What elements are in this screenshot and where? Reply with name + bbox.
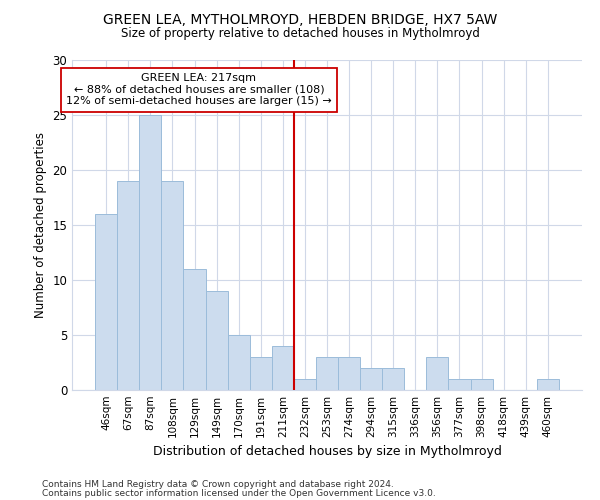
Text: GREEN LEA, MYTHOLMROYD, HEBDEN BRIDGE, HX7 5AW: GREEN LEA, MYTHOLMROYD, HEBDEN BRIDGE, H…: [103, 12, 497, 26]
Bar: [382, 368, 404, 390]
Bar: [161, 181, 184, 390]
Bar: [272, 346, 294, 390]
Bar: [448, 379, 470, 390]
Y-axis label: Number of detached properties: Number of detached properties: [34, 132, 47, 318]
Bar: [95, 214, 117, 390]
Bar: [537, 379, 559, 390]
Bar: [427, 357, 448, 390]
Bar: [250, 357, 272, 390]
Bar: [227, 335, 250, 390]
Bar: [338, 357, 360, 390]
Bar: [360, 368, 382, 390]
Text: Contains HM Land Registry data © Crown copyright and database right 2024.: Contains HM Land Registry data © Crown c…: [42, 480, 394, 489]
X-axis label: Distribution of detached houses by size in Mytholmroyd: Distribution of detached houses by size …: [152, 446, 502, 458]
Bar: [117, 181, 139, 390]
Bar: [184, 269, 206, 390]
Bar: [206, 291, 227, 390]
Text: GREEN LEA: 217sqm
← 88% of detached houses are smaller (108)
12% of semi-detache: GREEN LEA: 217sqm ← 88% of detached hous…: [66, 73, 332, 106]
Bar: [470, 379, 493, 390]
Bar: [316, 357, 338, 390]
Bar: [139, 115, 161, 390]
Text: Size of property relative to detached houses in Mytholmroyd: Size of property relative to detached ho…: [121, 28, 479, 40]
Text: Contains public sector information licensed under the Open Government Licence v3: Contains public sector information licen…: [42, 488, 436, 498]
Bar: [294, 379, 316, 390]
